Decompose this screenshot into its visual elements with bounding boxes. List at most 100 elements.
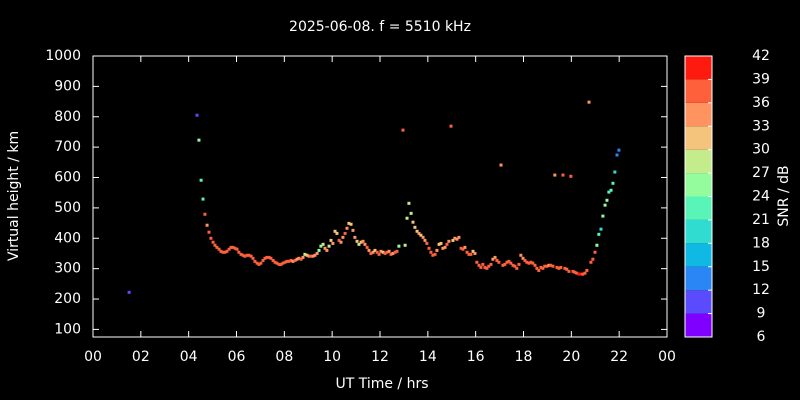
data-point <box>443 245 447 249</box>
data-point <box>223 250 227 254</box>
data-point <box>229 245 233 249</box>
data-point <box>351 228 355 232</box>
data-point <box>583 271 587 275</box>
data-point <box>243 254 247 258</box>
data-point <box>357 242 361 246</box>
data-point <box>391 251 395 255</box>
data-point <box>423 238 427 242</box>
data-point <box>415 229 419 233</box>
data-point <box>585 268 589 272</box>
data-point <box>211 240 215 244</box>
data-point <box>439 241 443 245</box>
data-point <box>255 261 259 265</box>
data-point <box>557 266 561 270</box>
data-point <box>551 264 555 268</box>
data-point <box>517 262 521 266</box>
x-tick-label: 00 <box>84 349 102 365</box>
data-point <box>595 243 599 247</box>
data-point <box>213 243 217 247</box>
data-point <box>333 229 337 233</box>
data-point <box>441 246 445 250</box>
data-point <box>455 237 459 241</box>
data-point <box>331 241 335 245</box>
data-point <box>293 258 297 262</box>
colorbar-label: SNR / dB <box>776 165 792 226</box>
data-point <box>473 251 477 255</box>
data-point <box>497 260 501 264</box>
data-point <box>509 261 513 265</box>
colorbar-tick-label: 30 <box>752 142 770 158</box>
data-point <box>387 249 391 253</box>
colorbar-band <box>685 102 712 127</box>
data-point <box>199 178 203 182</box>
data-point <box>197 138 201 142</box>
x-tick-label: 22 <box>610 349 628 365</box>
data-point <box>453 236 457 240</box>
data-point <box>409 211 413 215</box>
data-point <box>395 249 399 253</box>
data-point <box>305 253 309 257</box>
y-tick-label: 600 <box>54 170 81 186</box>
data-point <box>257 262 261 266</box>
data-point <box>487 264 491 268</box>
data-point <box>485 266 489 270</box>
data-point <box>221 250 225 254</box>
data-point <box>297 256 301 260</box>
colorbar-tick-label: 24 <box>752 189 770 205</box>
data-point <box>491 257 495 261</box>
data-point <box>311 254 315 258</box>
y-axis-label: Virtual height / km <box>6 131 22 261</box>
colorbar-tick-label: 15 <box>752 259 770 275</box>
colorbar-tick-label: 33 <box>752 118 770 134</box>
chart-title: 2025-06-08. f = 5510 kHz <box>289 19 471 35</box>
colorbar-band <box>685 173 712 197</box>
y-tick-label: 400 <box>54 230 81 246</box>
data-point <box>269 256 273 260</box>
data-point <box>515 266 519 270</box>
data-point <box>259 261 263 265</box>
data-point <box>493 255 497 259</box>
data-point <box>541 266 545 270</box>
data-point <box>361 239 365 243</box>
data-point <box>353 235 357 239</box>
data-point <box>291 259 295 263</box>
data-point <box>341 235 345 239</box>
data-point <box>539 265 543 269</box>
data-point <box>519 253 523 257</box>
data-point <box>339 240 343 244</box>
data-point <box>251 256 255 260</box>
data-point <box>417 231 421 235</box>
x-tick-label: 04 <box>180 349 198 365</box>
colorbar-band <box>685 126 712 150</box>
colorbar-band <box>685 290 712 314</box>
y-tick-label: 300 <box>54 261 81 277</box>
data-point <box>309 254 313 258</box>
y-tick-label: 800 <box>54 109 81 125</box>
data-point <box>231 245 235 249</box>
data-point <box>451 238 455 242</box>
data-point <box>271 258 275 262</box>
colorbar-tick-label: 42 <box>752 48 770 64</box>
data-point <box>615 153 619 157</box>
data-point <box>343 231 347 235</box>
data-point <box>421 235 425 239</box>
data-point <box>503 262 507 266</box>
y-tick-label: 700 <box>54 139 81 155</box>
data-point <box>547 263 551 267</box>
data-point <box>373 248 377 252</box>
data-point <box>601 214 605 218</box>
data-point <box>267 255 271 259</box>
data-point <box>313 253 317 257</box>
data-point <box>477 263 481 267</box>
data-point <box>433 252 437 256</box>
x-axis-label: UT Time / hrs <box>335 376 428 392</box>
data-point <box>265 255 269 259</box>
data-point <box>561 173 565 177</box>
data-point <box>459 246 463 250</box>
data-point <box>521 256 525 260</box>
data-point <box>537 268 541 272</box>
data-point <box>607 190 611 194</box>
data-point <box>427 246 431 250</box>
data-point <box>511 263 515 267</box>
